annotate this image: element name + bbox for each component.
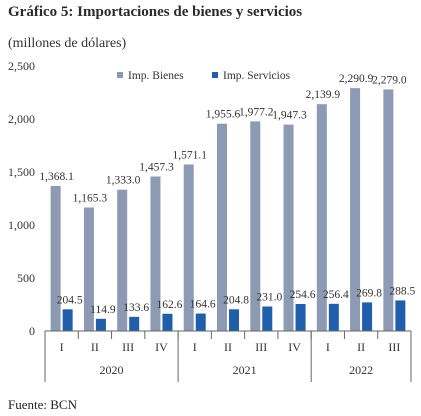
data-label-servicios: 114.9 [90,304,116,316]
bar-bienes [217,123,227,332]
bar-servicios [395,300,406,331]
x-tick-label: II [224,340,232,354]
data-label-servicios: 254.6 [290,289,316,301]
data-label-bienes: 2,290.9 [339,73,374,85]
bar-servicios [129,316,140,331]
bar-bienes [83,207,94,331]
bar-bienes [183,164,194,331]
x-tick-label: I [60,340,64,354]
bar-bienes [350,88,361,331]
bar-bienes [383,89,394,332]
bar-bienes [316,104,327,332]
bar-servicios [229,309,239,331]
legend-swatch [117,72,123,78]
y-tick-label: 1,000 [8,218,35,232]
x-tick-label: II [357,340,365,354]
data-label-bienes: 2,279.0 [372,74,407,86]
legend-label: Imp. Bienes [128,70,184,82]
data-label-bienes: 1,165.3 [73,192,108,204]
data-label-bienes: 1,571.1 [172,149,207,161]
data-label-servicios: 288.5 [389,285,415,297]
data-label-bienes: 1,977.2 [239,106,274,118]
data-label-servicios: 231.0 [256,292,282,304]
data-label-bienes: 1,368.1 [39,171,74,183]
data-label-servicios: 133.6 [123,302,149,314]
bar-bienes [117,189,128,331]
data-label-servicios: 164.6 [190,299,216,311]
data-label-bienes: 1,457.3 [139,162,174,174]
bar-bienes [50,185,61,331]
data-label-bienes: 1,955.6 [206,109,241,121]
x-tick-label: I [193,340,197,354]
data-label-bienes: 2,139.9 [306,89,341,101]
x-tick-label: IV [155,340,168,354]
y-tick-label: 2,000 [8,112,35,126]
x-tick-label: I [326,340,330,354]
bar-bienes [250,121,261,331]
bar-servicios [262,306,273,331]
data-label-servicios: 204.8 [223,294,249,306]
data-label-servicios: 162.6 [157,299,183,311]
y-tick-label: 500 [17,271,35,285]
year-label: 2022 [349,363,373,377]
bar-bienes [150,176,161,331]
y-tick-label: 2,500 [8,59,35,73]
bar-servicios [195,313,206,331]
bar-servicios [328,303,339,331]
data-label-servicios: 269.8 [356,287,382,299]
legend-swatch [212,72,218,78]
bar-servicios [62,309,73,331]
x-tick-label: III [122,340,134,354]
y-tick-label: 1,500 [8,165,35,179]
bar-servicios [162,313,173,331]
x-tick-label: III [255,340,267,354]
unit-label: (millones de dólares) [8,36,127,51]
data-label-servicios: 204.5 [57,294,83,306]
source-note: Fuente: BCN [8,397,77,412]
data-label-bienes: 1,947.3 [272,110,307,122]
legend-label: Imp. Servicios [223,70,291,82]
bar-servicios [295,304,306,331]
data-label-bienes: 1,333.0 [106,175,141,187]
year-label: 2020 [100,363,124,377]
x-tick-label: II [91,340,99,354]
x-tick-label: IV [288,340,301,354]
y-tick-label: 0 [29,324,35,338]
bar-servicios [95,318,106,331]
year-label: 2021 [233,363,257,377]
x-tick-label: III [388,340,400,354]
chart-title: Gráfico 5: Importaciones de bienes y ser… [8,4,303,20]
data-label-servicios: 256.4 [323,289,349,301]
bar-servicios [362,302,373,331]
bar-bienes [283,124,294,331]
